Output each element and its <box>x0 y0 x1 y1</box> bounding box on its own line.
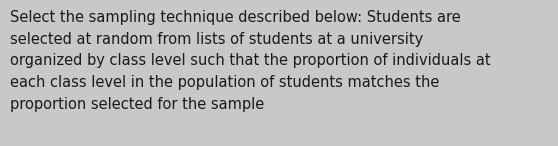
Text: Select the sampling technique described below: Students are
selected at random f: Select the sampling technique described … <box>10 10 490 112</box>
